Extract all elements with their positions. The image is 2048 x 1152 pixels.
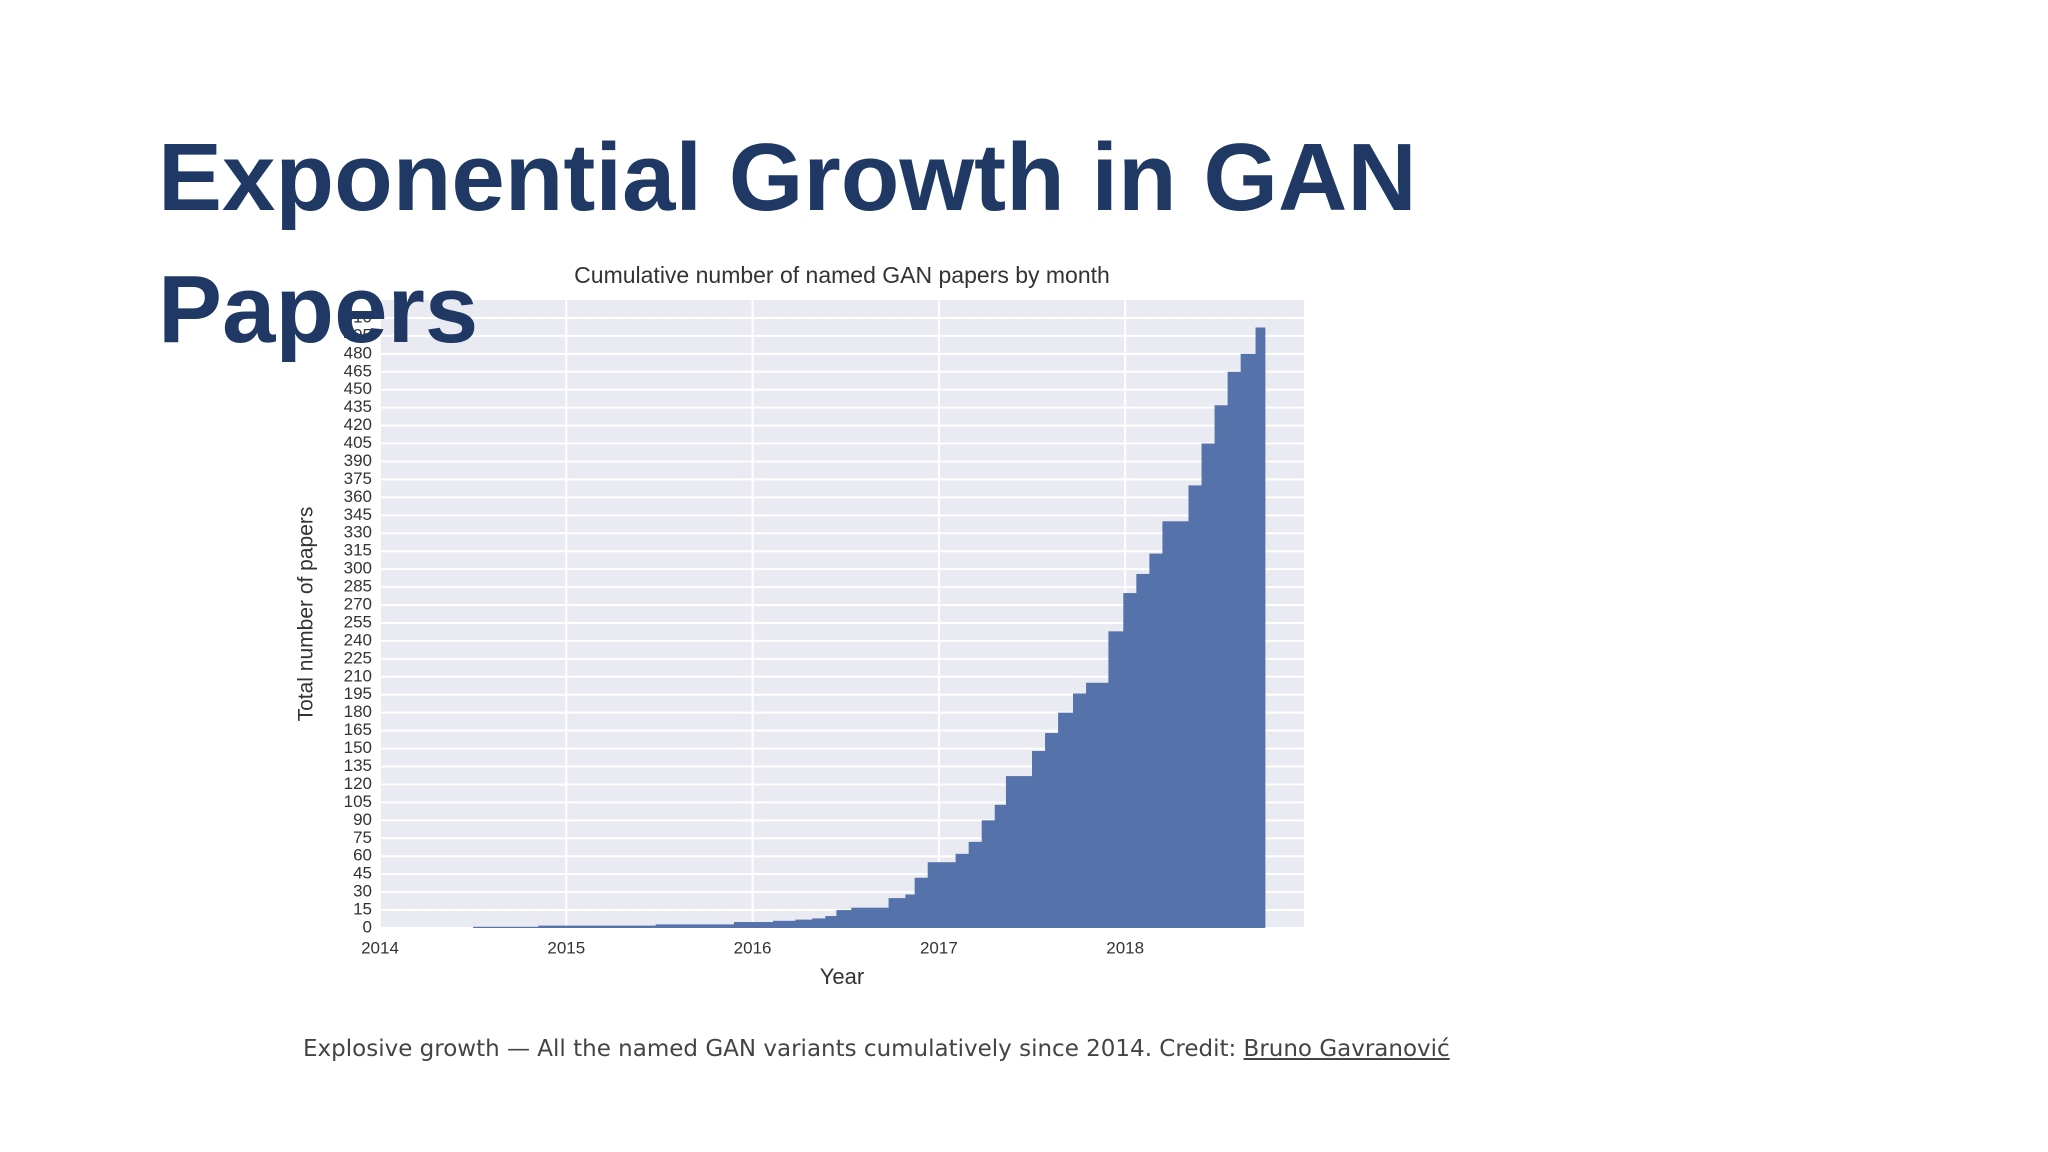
y-tick-label: 120 (344, 774, 372, 793)
y-tick-label: 90 (353, 810, 372, 829)
bar (1108, 631, 1124, 928)
bar (905, 894, 916, 928)
slide-title: Exponential Growth in GAN Papers (158, 124, 1417, 363)
credit-link[interactable]: Bruno Gavranović (1243, 1036, 1450, 1062)
bar (968, 841, 983, 928)
chart-title: Cumulative number of named GAN papers by… (574, 262, 1110, 288)
y-tick-label: 225 (344, 648, 372, 667)
y-tick-label: 345 (344, 505, 372, 524)
y-tick-label: 105 (344, 792, 372, 811)
bar (1136, 573, 1150, 928)
y-tick-label: 30 (353, 882, 372, 901)
bar (1255, 327, 1266, 928)
y-tick-label: 405 (344, 433, 372, 452)
y-tick-label: 270 (344, 595, 372, 614)
y-tick-label: 195 (344, 684, 372, 703)
y-tick-label: 75 (353, 828, 372, 847)
y-tick-label: 510 (344, 307, 372, 326)
bar (994, 804, 1007, 928)
y-tick-label: 210 (344, 666, 372, 685)
x-tick-label: 2016 (734, 938, 772, 957)
bar (927, 862, 957, 928)
bar (851, 907, 890, 928)
x-tick-label: 2017 (920, 938, 958, 957)
bar (955, 853, 970, 928)
y-tick-label: 165 (344, 720, 372, 739)
bar (836, 910, 852, 928)
y-tick-label: 0 (363, 917, 372, 936)
y-tick-label: 60 (353, 846, 372, 865)
y-tick-label: 435 (344, 397, 372, 416)
bar (1005, 776, 1033, 928)
y-tick-label: 180 (344, 702, 372, 721)
bar (888, 898, 906, 928)
bar (981, 820, 996, 928)
y-tick-label: 285 (344, 577, 372, 596)
bar (733, 922, 774, 928)
y-tick-label: 240 (344, 630, 372, 649)
y-tick-label: 360 (344, 487, 372, 506)
bar (1188, 485, 1203, 928)
caption-text: Explosive growth — All the named GAN var… (303, 1036, 1244, 1062)
y-tick-label: 315 (344, 541, 372, 560)
y-tick-label: 45 (353, 864, 372, 883)
bar (1032, 750, 1046, 928)
y-tick-label: 375 (344, 469, 372, 488)
y-tick-label: 450 (344, 379, 372, 398)
y-tick-label: 15 (353, 900, 372, 919)
bar (1058, 712, 1074, 928)
y-tick-label: 465 (344, 361, 372, 380)
caption: Explosive growth — All the named GAN var… (303, 1036, 1450, 1062)
y-tick-label: 390 (344, 451, 372, 470)
bar (1227, 371, 1242, 928)
x-axis-label: Year (820, 964, 864, 989)
y-tick-label: 135 (344, 756, 372, 775)
x-tick-label: 2015 (547, 938, 585, 957)
x-tick-label: 2018 (1106, 938, 1144, 957)
bar (1149, 553, 1163, 928)
bar (795, 919, 813, 928)
x-tick-label: 2014 (361, 938, 399, 957)
y-tick-label: 480 (344, 343, 372, 362)
y-tick-label: 150 (344, 738, 372, 757)
bar (1214, 405, 1229, 928)
bar (1045, 733, 1059, 928)
bar (1086, 682, 1109, 928)
bar (1240, 353, 1257, 928)
bar (473, 926, 539, 928)
bar (538, 925, 657, 928)
y-tick-label: 255 (344, 612, 372, 631)
bar (1162, 521, 1189, 928)
bar (825, 916, 837, 928)
y-tick-label: 420 (344, 415, 372, 434)
bar (773, 920, 796, 928)
y-tick-label: 495 (344, 325, 372, 344)
bar (1073, 693, 1087, 928)
bar (655, 924, 735, 928)
y-tick-label: 300 (344, 559, 372, 578)
bar (1123, 593, 1137, 928)
y-tick-label: 330 (344, 523, 372, 542)
y-axis-label: Total number of papers (295, 507, 318, 722)
bar (914, 877, 929, 928)
bar (812, 918, 826, 928)
bar (1201, 443, 1216, 928)
